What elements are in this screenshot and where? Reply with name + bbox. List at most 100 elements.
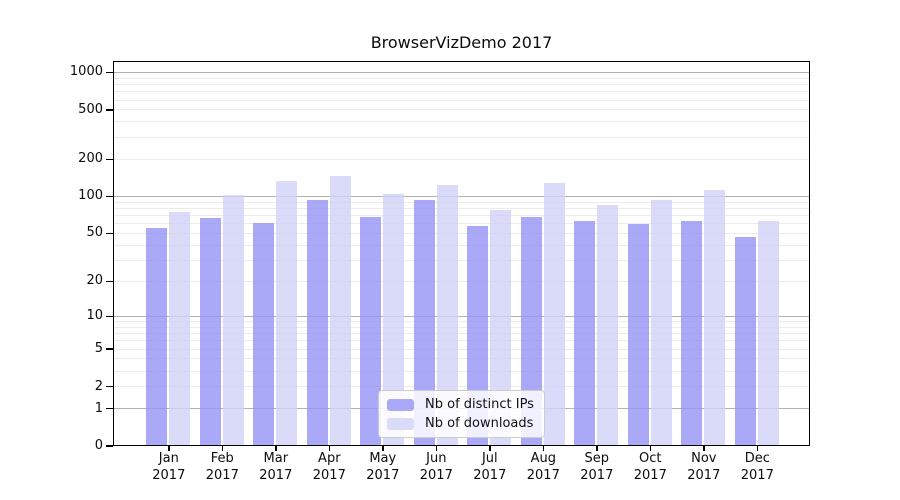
y-tick: [106, 407, 113, 410]
gridline-minor: [114, 158, 809, 160]
x-tick: [275, 446, 277, 451]
y-tick-label: 100: [78, 188, 103, 204]
legend-label-downloads: Nb of downloads: [425, 416, 534, 431]
bar-distinct-ips: [520, 216, 542, 445]
bar-downloads: [276, 181, 298, 445]
x-tick-label: Dec 2017: [726, 450, 788, 484]
x-tick: [596, 446, 598, 451]
bar-downloads: [543, 182, 565, 445]
x-tick-label-line: Jul: [481, 451, 498, 466]
x-tick-label-line: 2017: [152, 468, 186, 483]
x-tick-label-line: Sep: [584, 451, 610, 466]
y-tick-label: 1000: [69, 64, 103, 80]
legend-item-distinct-ips: Nb of distinct IPs: [387, 397, 534, 412]
y-tick: [106, 232, 113, 235]
gridline-minor: [114, 340, 809, 342]
gridline-minor: [114, 121, 809, 123]
gridline-major: [114, 315, 809, 317]
x-tick-label-line: 2017: [580, 468, 614, 483]
y-tick: [106, 315, 113, 318]
x-tick-label-line: Feb: [210, 451, 234, 466]
bar-distinct-ips: [574, 221, 596, 445]
gridline-minor: [114, 99, 809, 101]
x-tick-label-line: Jun: [426, 451, 447, 466]
x-tick-label: Sep 2017: [566, 450, 628, 484]
x-tick-label-line: Dec: [744, 451, 770, 466]
y-tick: [106, 109, 113, 111]
x-tick-label-line: 2017: [419, 468, 453, 483]
bar-downloads: [597, 205, 619, 445]
bar-distinct-ips: [413, 200, 435, 445]
x-tick: [435, 446, 438, 451]
gridline-minor: [114, 333, 809, 335]
x-tick: [168, 446, 170, 451]
legend-label-distinct-ips: Nb of distinct IPs: [425, 397, 534, 412]
x-tick-label: Nov 2017: [673, 450, 735, 484]
bar-downloads: [490, 209, 512, 445]
gridline-minor: [114, 244, 809, 246]
legend-swatch-downloads: [387, 417, 414, 430]
bar-distinct-ips: [253, 223, 275, 445]
y-tick-label: 50: [86, 225, 103, 241]
x-tick-label: May 2017: [352, 450, 414, 484]
y-tick: [106, 445, 113, 447]
x-tick-label: Feb 2017: [191, 450, 253, 484]
bar-distinct-ips: [360, 216, 382, 445]
x-tick-label-line: 2017: [740, 468, 774, 483]
x-tick-label-line: Aug: [530, 451, 556, 466]
bar-distinct-ips: [627, 224, 649, 445]
bar-downloads: [383, 193, 405, 445]
chart-title: BrowserVizDemo 2017: [370, 33, 553, 52]
x-tick: [756, 446, 759, 451]
x-tick-label-line: 2017: [366, 468, 400, 483]
legend: Nb of distinct IPs Nb of downloads: [378, 390, 545, 438]
x-tick-label: Aug 2017: [512, 450, 574, 484]
gridline-minor: [114, 386, 809, 388]
legend-swatch-distinct-ips: [387, 398, 414, 411]
bar-distinct-ips: [306, 200, 328, 445]
plot-area: Nb of distinct IPs Nb of downloads: [113, 61, 810, 446]
y-tick-label: 20: [86, 273, 103, 289]
x-tick-label-line: 2017: [633, 468, 667, 483]
x-tick-label: Jul 2017: [459, 450, 521, 484]
bar-distinct-ips: [146, 227, 168, 445]
bar-downloads: [757, 220, 779, 445]
x-tick-label-line: 2017: [526, 468, 560, 483]
bar-downloads: [704, 190, 726, 445]
x-tick-label-line: May: [369, 451, 397, 466]
x-tick: [542, 446, 545, 451]
x-tick-label: Jan 2017: [138, 450, 200, 484]
y-tick-label: 5: [94, 341, 103, 357]
gridline-minor: [114, 91, 809, 93]
y-tick: [106, 348, 113, 350]
y-tick-label: 200: [78, 151, 103, 167]
x-tick: [489, 446, 491, 451]
gridline-minor: [114, 83, 809, 85]
y-tick-label: 2: [94, 378, 103, 394]
gridline-minor: [114, 370, 809, 372]
bar-downloads: [650, 199, 672, 445]
bar-downloads: [436, 185, 458, 445]
gridline-minor: [114, 280, 809, 282]
y-tick: [106, 280, 113, 283]
gridline-minor: [114, 326, 809, 328]
y-tick-label: 10: [86, 308, 103, 324]
bar-downloads: [329, 176, 351, 445]
x-tick: [221, 446, 224, 451]
y-tick-label: 1: [94, 400, 103, 416]
gridline-minor: [114, 136, 809, 138]
x-tick-label: Mar 2017: [245, 450, 307, 484]
x-tick-label-line: Oct: [639, 451, 662, 466]
y-tick: [106, 71, 113, 74]
y-tick-label: 0: [94, 438, 103, 453]
bar-distinct-ips: [199, 218, 221, 445]
gridline-minor: [114, 207, 809, 209]
bar-downloads: [169, 212, 191, 445]
gridline-minor: [114, 259, 809, 261]
bar-downloads: [222, 194, 244, 445]
gridline-minor: [114, 358, 809, 360]
legend-item-downloads: Nb of downloads: [387, 416, 534, 431]
y-tick: [106, 158, 113, 160]
x-tick-label: Apr 2017: [298, 450, 360, 484]
